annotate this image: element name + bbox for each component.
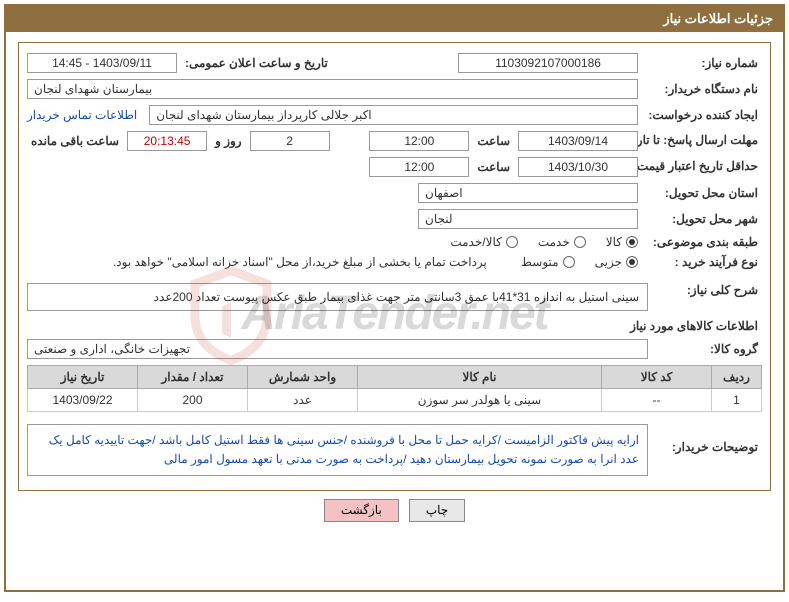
response-deadline-label: مهلت ارسال پاسخ: تا تاریخ: [642, 133, 762, 149]
radio-icon [626, 256, 638, 268]
time-remaining-value: 20:13:45 [127, 131, 207, 151]
requester-label: ایجاد کننده درخواست: [642, 108, 762, 122]
validity-label: حداقل تاریخ اعتبار قیمت: تا تاریخ: [642, 159, 762, 175]
process-label: نوع فرآیند خرید : [642, 255, 762, 269]
general-desc-label: شرح کلی نیاز: [652, 283, 762, 297]
radio-service[interactable]: خدمت [538, 235, 586, 249]
city-label: شهر محل تحویل: [642, 212, 762, 226]
radio-medium[interactable]: متوسط [521, 255, 575, 269]
category-label: طبقه بندی موضوعی: [642, 235, 762, 249]
col-date: تاریخ نیاز [28, 366, 138, 389]
general-desc-value: سینی استیل به اندازه 31*41با عمق 3سانتی … [27, 283, 648, 311]
radio-icon [626, 236, 638, 248]
remaining-label: ساعت باقی مانده [27, 134, 123, 148]
buyer-notes-label: توضیحات خریدار: [652, 440, 762, 454]
col-unit: واحد شمارش [248, 366, 358, 389]
cell-date: 1403/09/22 [28, 389, 138, 412]
city-value: لنجان [418, 209, 638, 229]
col-row: ردیف [712, 366, 762, 389]
radio-icon [563, 256, 575, 268]
requester-value: اکبر جلالی کارپرداز بیمارستان شهدای لنجا… [149, 105, 638, 125]
buyer-notes-value: ارایه پیش فاکتور الزامیست /کرایه حمل تا … [27, 424, 648, 476]
back-button[interactable]: بازگشت [324, 499, 399, 522]
radio-icon [574, 236, 586, 248]
print-button[interactable]: چاپ [409, 499, 465, 522]
response-time-value: 12:00 [369, 131, 469, 151]
radio-label: خدمت [538, 235, 570, 249]
validity-time-value: 12:00 [369, 157, 469, 177]
buyer-contact-link[interactable]: اطلاعات تماس خریدار [27, 108, 137, 122]
province-label: استان محل تحویل: [642, 186, 762, 200]
cell-code: -- [602, 389, 712, 412]
hour-label-2: ساعت [473, 160, 514, 174]
radio-label: جزیی [595, 255, 622, 269]
days-remaining-value: 2 [250, 131, 330, 151]
hour-label-1: ساعت [473, 134, 514, 148]
cell-name: سینی یا هولدر سر سوزن [358, 389, 602, 412]
validity-date-value: 1403/10/30 [518, 157, 638, 177]
radio-minor[interactable]: جزیی [595, 255, 638, 269]
goods-group-label: گروه کالا: [652, 342, 762, 356]
announce-datetime-label: تاریخ و ساعت اعلان عمومی: [181, 56, 332, 70]
buyer-device-label: نام دستگاه خریدار: [642, 82, 762, 96]
day-and-label: روز و [211, 134, 246, 148]
response-date-value: 1403/09/14 [518, 131, 638, 151]
table-header-row: ردیف کد کالا نام کالا واحد شمارش تعداد /… [28, 366, 762, 389]
need-number-value: 1103092107000186 [458, 53, 638, 73]
need-number-label: شماره نیاز: [642, 56, 762, 70]
col-code: کد کالا [602, 366, 712, 389]
col-qty: تعداد / مقدار [138, 366, 248, 389]
goods-group-value: تجهیزات خانگی، اداری و صنعتی [27, 339, 648, 359]
panel-title: جزئیات اطلاعات نیاز [6, 6, 783, 32]
buyer-device-value: بیمارستان شهدای لنجان [27, 79, 638, 99]
announce-datetime-value: 1403/09/11 - 14:45 [27, 53, 177, 73]
radio-label: متوسط [521, 255, 559, 269]
cell-unit: عدد [248, 389, 358, 412]
radio-goods-service[interactable]: کالا/خدمت [450, 235, 517, 249]
province-value: اصفهان [418, 183, 638, 203]
table-row: 1 -- سینی یا هولدر سر سوزن عدد 200 1403/… [28, 389, 762, 412]
category-radio-group: کالا خدمت کالا/خدمت [450, 235, 638, 249]
radio-goods[interactable]: کالا [606, 235, 638, 249]
goods-table: ردیف کد کالا نام کالا واحد شمارش تعداد /… [27, 365, 762, 412]
cell-qty: 200 [138, 389, 248, 412]
radio-icon [506, 236, 518, 248]
cell-row: 1 [712, 389, 762, 412]
payment-note: پرداخت تمام یا بخشی از مبلغ خرید،از محل … [113, 255, 487, 269]
process-radio-group: جزیی متوسط [521, 255, 638, 269]
radio-label: کالا/خدمت [450, 235, 501, 249]
col-name: نام کالا [358, 366, 602, 389]
radio-label: کالا [606, 235, 622, 249]
goods-info-title: اطلاعات کالاهای مورد نیاز [31, 319, 758, 333]
